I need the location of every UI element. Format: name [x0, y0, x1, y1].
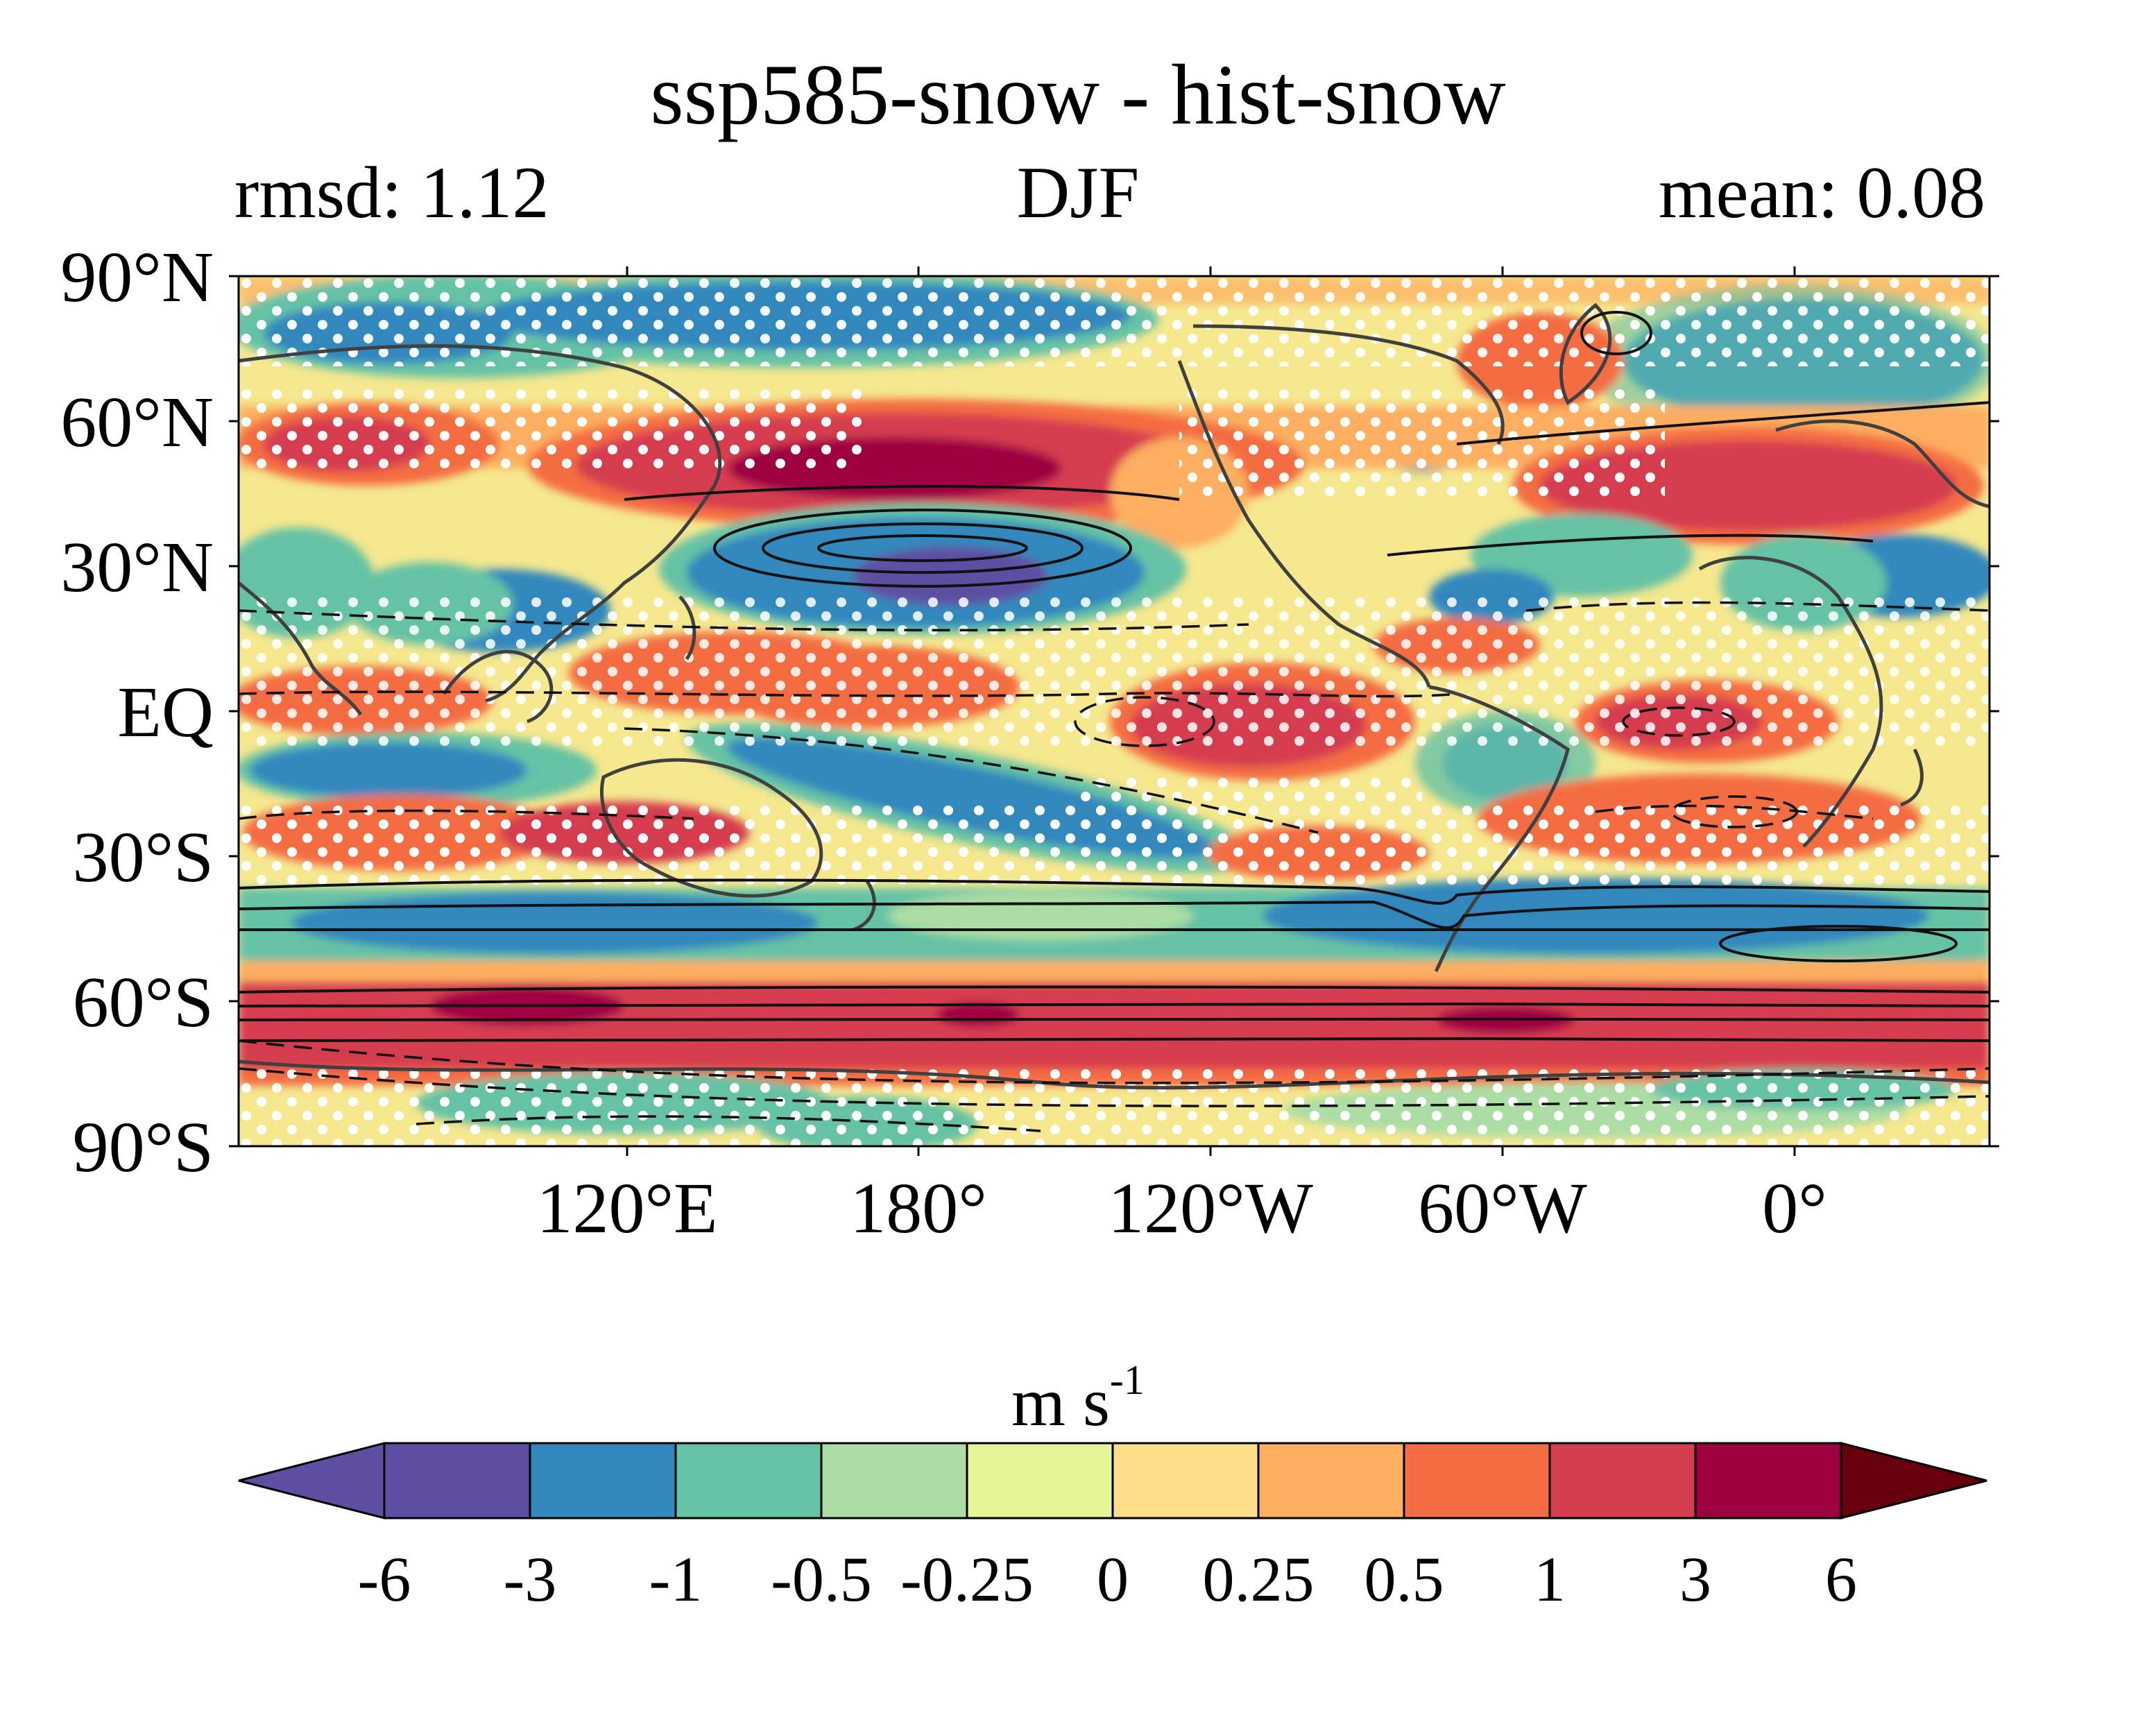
colorbar-segment-2	[529, 1442, 677, 1519]
colorbar-tick-label: -6	[357, 1544, 411, 1615]
colorbar-tick-label: -0.5	[771, 1544, 872, 1615]
lon-label-120e: 120°E	[536, 1168, 718, 1248]
colorbar-segment-4	[820, 1442, 968, 1519]
colorbar-segment-5	[966, 1442, 1114, 1519]
climatology-contours-negative	[239, 601, 1990, 1132]
colorbar-segment-10	[1694, 1442, 1842, 1519]
lon-tick-marks	[626, 266, 1796, 1156]
colorbar-extend-low	[238, 1442, 386, 1519]
colorbar-tick-label: 6	[1825, 1544, 1857, 1615]
colorbar-tick-label: 3	[1679, 1544, 1711, 1615]
colorbar-units-label: m s-1	[0, 1356, 2156, 1442]
map-panel	[239, 276, 1990, 1146]
colorbar-extend-high	[1840, 1442, 1987, 1519]
colorbar-units-base: m s	[1011, 1363, 1110, 1440]
colorbar-segment-9	[1548, 1442, 1697, 1519]
colorbar-tick-label: 1	[1534, 1544, 1566, 1615]
lat-label-30n: 30°N	[60, 527, 214, 607]
lon-label-60w: 60°W	[1418, 1168, 1587, 1248]
colorbar-tick-label: -3	[503, 1544, 557, 1615]
colorbar-tick-label: 0.25	[1202, 1544, 1315, 1615]
colorbar-segment-1	[383, 1442, 531, 1519]
colorbar-tick-label: 0	[1097, 1544, 1129, 1615]
mean-label: mean: 0.08	[1659, 152, 1985, 233]
colorbar-segment-6	[1111, 1442, 1260, 1519]
lat-label-90n: 90°N	[60, 237, 214, 317]
colorbar-segment-7	[1257, 1442, 1405, 1519]
lon-label-0: 0°	[1762, 1168, 1827, 1248]
lat-label-90s: 90°S	[72, 1107, 214, 1187]
climatology-contours	[239, 311, 1990, 1042]
lon-label-120w: 120°W	[1108, 1168, 1313, 1248]
lat-label-30s: 30°S	[72, 817, 214, 897]
lat-label-60s: 60°S	[72, 962, 214, 1042]
significance-stippling	[239, 276, 1990, 1146]
lat-label-eq: EQ	[117, 672, 214, 752]
colorbar-segment-3	[674, 1442, 823, 1519]
rmsd-label: rmsd: 1.12	[234, 152, 549, 233]
colorbar	[238, 1442, 1987, 1519]
lon-label-180: 180°	[850, 1168, 987, 1248]
colorbar-tick-label: -0.25	[900, 1544, 1034, 1615]
season-label: DJF	[1016, 152, 1140, 233]
colorbar-units-exponent: -1	[1109, 1357, 1145, 1403]
figure-title: ssp585-snow - hist-snow	[650, 47, 1506, 142]
colorbar-tick-label: 0.5	[1364, 1544, 1444, 1615]
lat-label-60n: 60°N	[60, 382, 214, 462]
lat-tick-marks	[229, 275, 1999, 1148]
colorbar-segment-8	[1403, 1442, 1551, 1519]
colorbar-tick-label: -1	[649, 1544, 703, 1615]
